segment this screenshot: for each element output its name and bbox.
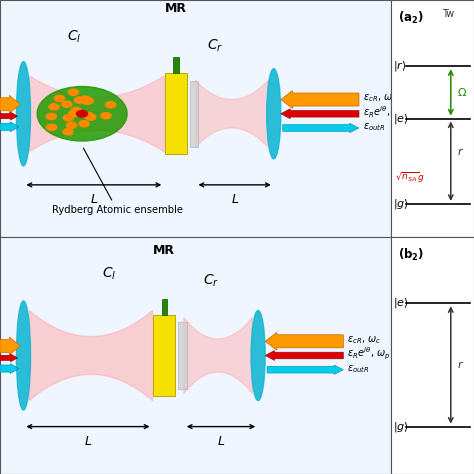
FancyArrow shape	[281, 91, 359, 109]
Text: Tw: Tw	[442, 9, 455, 19]
Text: $C_l$: $C_l$	[102, 265, 117, 282]
Circle shape	[62, 101, 72, 107]
Text: $\mathbf{(b_2)}$: $\mathbf{(b_2)}$	[398, 246, 424, 263]
Circle shape	[63, 129, 73, 135]
FancyArrow shape	[265, 351, 343, 361]
Bar	[162, 299, 167, 315]
Ellipse shape	[267, 69, 281, 159]
Circle shape	[69, 111, 79, 117]
Text: $r$: $r$	[457, 359, 465, 371]
Circle shape	[79, 120, 89, 127]
Text: Rydberg Atomic ensemble: Rydberg Atomic ensemble	[52, 148, 183, 215]
FancyArrow shape	[0, 354, 18, 362]
FancyArrow shape	[0, 95, 20, 113]
Text: $\varepsilon_{outR}$: $\varepsilon_{outR}$	[347, 364, 370, 375]
Text: MR: MR	[153, 244, 175, 256]
Text: $C_r$: $C_r$	[207, 38, 223, 54]
Circle shape	[68, 89, 79, 95]
Text: $L$: $L$	[90, 193, 98, 206]
Text: $|e\rangle$: $|e\rangle$	[392, 296, 409, 310]
Circle shape	[80, 96, 90, 102]
Text: MR: MR	[165, 2, 187, 15]
Bar	[178, 322, 187, 389]
Text: $\mathbf{(a_2)}$: $\mathbf{(a_2)}$	[398, 9, 424, 26]
Text: $|g\rangle$: $|g\rangle$	[392, 419, 409, 434]
Circle shape	[74, 97, 84, 103]
FancyArrow shape	[265, 332, 343, 350]
Circle shape	[46, 113, 56, 119]
Bar	[190, 81, 199, 147]
Circle shape	[86, 114, 96, 120]
Bar	[154, 315, 175, 396]
Text: $\varepsilon_{cR},\,\omega_c$: $\varepsilon_{cR},\,\omega_c$	[363, 92, 397, 104]
Text: $\varepsilon_{outR}$: $\varepsilon_{outR}$	[363, 122, 385, 133]
FancyArrow shape	[0, 337, 20, 355]
FancyArrow shape	[283, 123, 359, 133]
Circle shape	[71, 107, 81, 113]
Circle shape	[55, 95, 64, 101]
Circle shape	[83, 112, 93, 118]
FancyArrow shape	[0, 112, 18, 120]
Polygon shape	[29, 310, 153, 401]
Text: $\varepsilon_{R}e^{i\theta},\,\omega_p$: $\varepsilon_{R}e^{i\theta},\,\omega_p$	[347, 346, 391, 363]
Text: $\varepsilon_{R}e^{i\theta},\,\omega_p$: $\varepsilon_{R}e^{i\theta},\,\omega_p$	[363, 104, 407, 121]
Text: $|g\rangle$: $|g\rangle$	[392, 197, 409, 211]
Text: $r$: $r$	[457, 146, 465, 157]
FancyArrow shape	[0, 122, 19, 132]
Circle shape	[77, 110, 88, 117]
Text: $|e\rangle$: $|e\rangle$	[392, 111, 409, 126]
Polygon shape	[184, 318, 252, 393]
Text: $C_l$: $C_l$	[67, 28, 82, 45]
Circle shape	[82, 98, 92, 104]
Circle shape	[83, 98, 93, 104]
Ellipse shape	[17, 62, 30, 166]
Ellipse shape	[251, 310, 265, 401]
FancyArrow shape	[281, 109, 359, 118]
Bar	[173, 57, 179, 73]
Polygon shape	[195, 81, 268, 147]
Text: $|r\rangle$: $|r\rangle$	[392, 59, 406, 73]
Text: $\sqrt{n_{SA}}g$: $\sqrt{n_{SA}}g$	[395, 171, 425, 185]
Text: $\Omega$: $\Omega$	[457, 86, 467, 99]
Circle shape	[101, 113, 111, 119]
Text: $C_r$: $C_r$	[203, 273, 219, 289]
FancyArrow shape	[267, 365, 343, 374]
Polygon shape	[29, 76, 164, 152]
Ellipse shape	[17, 301, 30, 410]
Circle shape	[46, 124, 56, 130]
Text: $L$: $L$	[84, 435, 92, 448]
Text: $L$: $L$	[217, 435, 225, 448]
Circle shape	[49, 104, 59, 110]
Text: $L$: $L$	[230, 193, 239, 206]
Bar	[165, 73, 187, 154]
Circle shape	[64, 115, 73, 121]
Text: $\varepsilon_{cR},\,\omega_c$: $\varepsilon_{cR},\,\omega_c$	[347, 334, 382, 346]
Circle shape	[106, 102, 116, 108]
Circle shape	[66, 122, 77, 128]
FancyArrow shape	[0, 364, 19, 374]
Circle shape	[37, 87, 127, 141]
